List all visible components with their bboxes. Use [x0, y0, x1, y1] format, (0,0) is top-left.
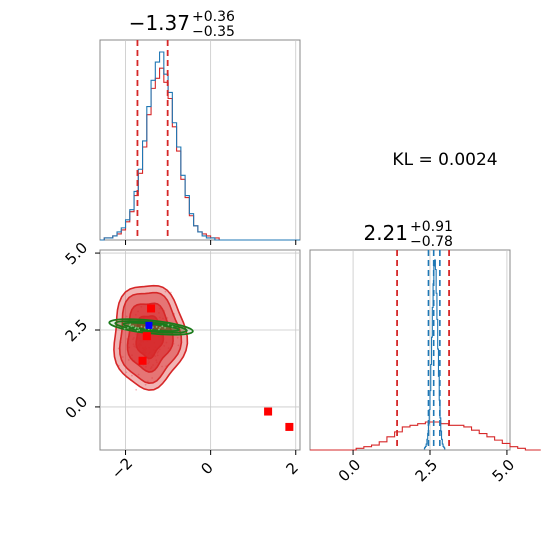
red-marker — [285, 422, 294, 431]
panel-frame — [99, 39, 301, 241]
title-minus: −0.78 — [410, 234, 453, 250]
x-tick-label: −2 — [108, 454, 136, 482]
title-value: 2.21 — [363, 221, 408, 245]
sample-point — [161, 365, 163, 368]
marginal-title-param1: −1.37 +0.36 −0.35 — [129, 9, 235, 40]
y-tick-label: 0.0 — [62, 393, 92, 423]
sample-point — [121, 356, 124, 358]
sample-point — [131, 374, 133, 377]
sample-point — [128, 324, 131, 327]
title-plus: +0.36 — [192, 9, 235, 25]
sample-point — [167, 323, 170, 326]
sample-point — [134, 327, 137, 330]
sample-point — [137, 327, 140, 329]
red-marker — [142, 332, 151, 341]
sample-point — [171, 325, 174, 328]
sample-point — [135, 388, 138, 391]
title-plus: +0.91 — [410, 219, 453, 235]
sample-point — [137, 373, 140, 376]
panel-frame — [99, 249, 301, 451]
x-tick-label: 2 — [282, 459, 301, 478]
x-tick-label: 5.0 — [489, 456, 519, 486]
sample-point — [130, 325, 133, 328]
sample-point — [138, 329, 141, 331]
sample-point — [144, 383, 147, 386]
y-tick-label: 2.5 — [62, 316, 92, 346]
sample-point — [159, 326, 161, 329]
red-marker — [147, 304, 156, 313]
title-value: −1.37 — [129, 11, 190, 35]
sample-point — [127, 326, 129, 329]
joint-contour-panel: −2 0 2 0.0 2.5 5.0 — [62, 239, 302, 483]
sample-point — [127, 359, 130, 361]
x-tick-label: 0.0 — [335, 456, 365, 486]
sample-point — [123, 327, 126, 330]
blue-marker — [145, 321, 153, 329]
marginal-histogram-param1 — [99, 39, 301, 245]
title-minus: −0.35 — [192, 24, 235, 40]
sample-point — [158, 328, 160, 331]
red-histogram-step — [310, 421, 541, 451]
sample-point — [151, 377, 154, 379]
kl-divergence-label: KL = 0.0024 — [392, 150, 497, 170]
sample-point — [176, 336, 179, 339]
red-marker — [138, 356, 147, 365]
sample-point — [136, 329, 139, 332]
sample-point — [146, 380, 149, 383]
blue-histogram-step — [100, 51, 300, 241]
sample-point — [140, 325, 143, 328]
marginal-title-param2: 2.21 +0.91 −0.78 — [363, 219, 452, 250]
red-marker — [264, 407, 273, 416]
y-tick-label: 5.0 — [62, 239, 92, 269]
marginal-histogram-param2: 0.0 2.5 5.0 — [309, 249, 541, 486]
sample-point — [125, 315, 128, 318]
blue-histogram-step — [423, 259, 446, 450]
sample-point — [164, 327, 166, 329]
sample-point — [155, 326, 158, 328]
panel-frame — [309, 249, 511, 451]
sample-point — [125, 371, 128, 374]
x-tick-label: 2.5 — [412, 456, 442, 486]
sample-point — [164, 290, 167, 293]
sample-point — [177, 344, 180, 347]
x-tick-label: 0 — [197, 459, 216, 478]
sample-point — [132, 325, 134, 327]
sample-point — [161, 325, 164, 328]
